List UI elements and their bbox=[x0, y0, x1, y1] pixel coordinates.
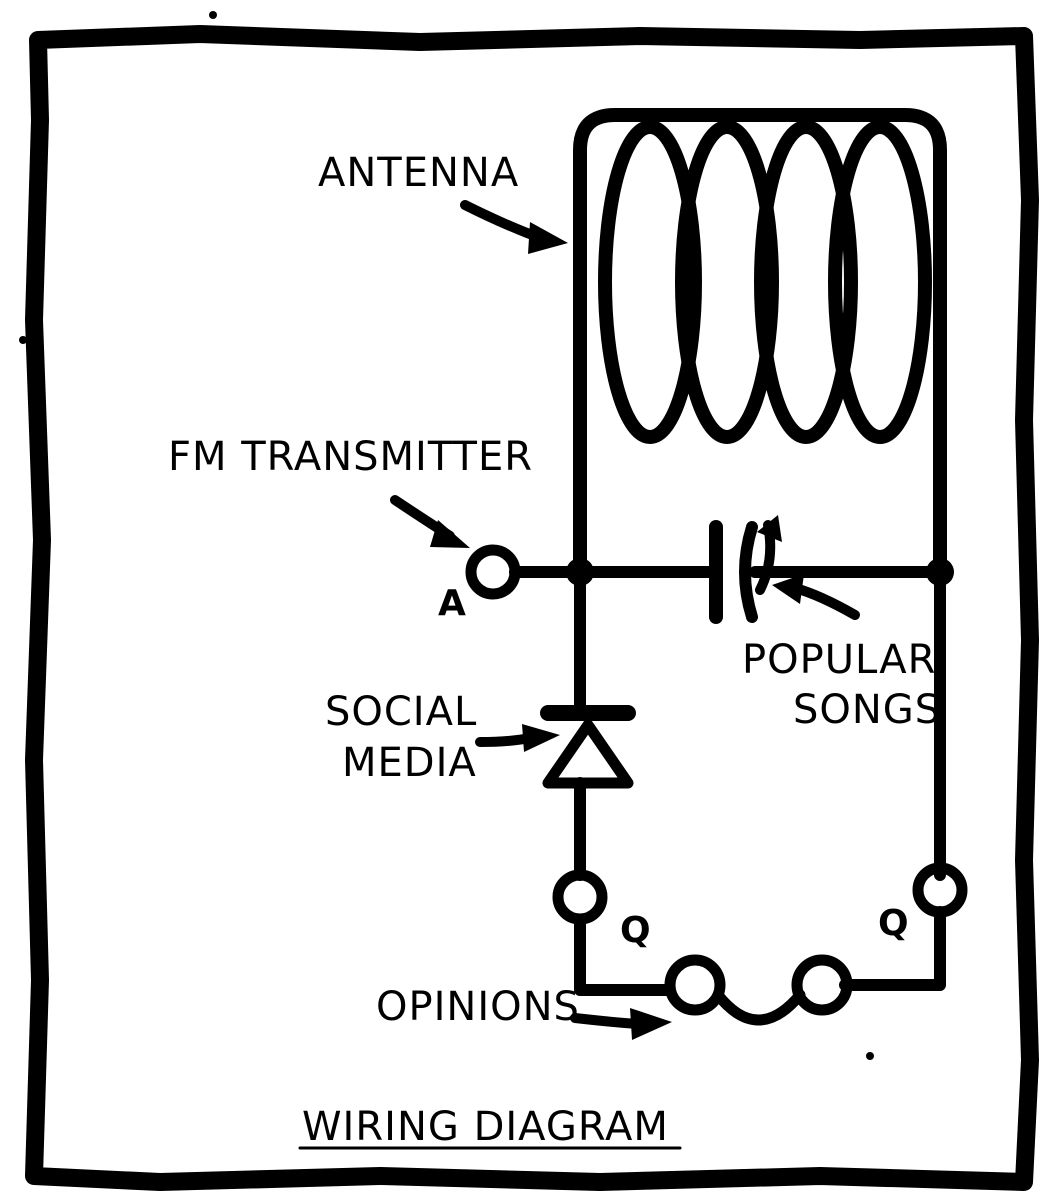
speck bbox=[19, 336, 27, 344]
popular-songs-arrow bbox=[790, 583, 860, 620]
variable-capacitor bbox=[709, 515, 782, 624]
opinions-label: OPINIONS bbox=[376, 984, 580, 1030]
frame-border bbox=[25, 25, 1039, 1191]
diagram-title: WIRING DIAGRAM bbox=[302, 1104, 669, 1150]
fm-transmitter-label: FM TRANSMITTER bbox=[168, 434, 533, 480]
capacitor-arrow-tip bbox=[757, 515, 782, 542]
popular-songs-label-line2: SONGS bbox=[793, 687, 941, 733]
terminal-left-bottom-label: Q bbox=[620, 910, 651, 951]
terminal-a bbox=[465, 544, 521, 600]
terminal-right-bottom-label: Q bbox=[878, 903, 909, 944]
opinions-arrow bbox=[570, 1013, 643, 1029]
terminal-a-label: A bbox=[438, 583, 466, 624]
social-media-label-line1: SOCIAL bbox=[325, 689, 477, 735]
speck bbox=[209, 11, 217, 19]
social-media-arrow bbox=[475, 733, 535, 747]
opinions-switch bbox=[574, 906, 946, 1026]
speck bbox=[866, 1052, 874, 1060]
social-media-label-line2: MEDIA bbox=[342, 740, 477, 786]
antenna-label: ANTENNA bbox=[318, 150, 519, 196]
diode bbox=[540, 705, 636, 789]
antenna-coil bbox=[573, 108, 947, 577]
antenna-arrow bbox=[460, 200, 545, 243]
terminal-left-bottom bbox=[552, 869, 608, 925]
popular-songs-label-line1: POPULAR bbox=[742, 637, 936, 683]
pointer-arrows bbox=[390, 200, 860, 1040]
